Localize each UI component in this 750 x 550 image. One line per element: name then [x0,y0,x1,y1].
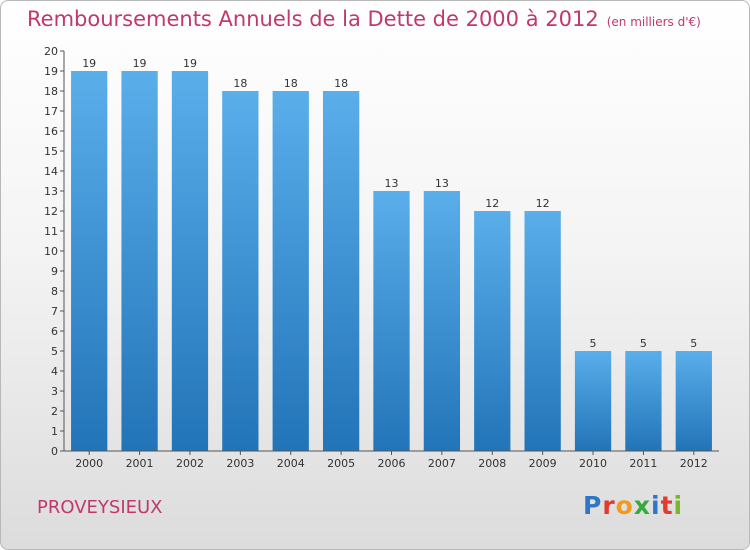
y-tick-label: 7 [51,305,58,318]
value-label: 12 [485,197,499,210]
chart-title: Remboursements Annuels de la Dette de 20… [27,7,701,31]
y-tick-label: 6 [51,325,58,338]
y-tick-label: 12 [44,205,58,218]
bars [71,71,712,451]
value-label: 13 [385,177,399,190]
value-label: 5 [640,337,647,350]
value-label: 19 [133,57,147,70]
y-tick-label: 10 [44,245,58,258]
bar [222,91,259,451]
proxiti-logo: Proxiti [583,491,683,520]
value-labels: 19 19 19 18 18 18 13 13 12 12 5 5 5 [82,57,697,350]
commune-name: PROVEYSIEUX [37,497,163,518]
value-label: 19 [82,57,96,70]
x-tick-label: 2009 [529,457,557,470]
value-label: 18 [284,77,298,90]
y-tick-label: 16 [44,125,58,138]
y-tick-label: 9 [51,265,58,278]
y-tick-label: 4 [51,365,58,378]
y-tick-label: 5 [51,345,58,358]
x-tick-label: 2006 [378,457,406,470]
value-label: 5 [690,337,697,350]
logo-letter: r [602,491,616,520]
title-unit: (en milliers d'€) [606,15,701,29]
y-tick-label: 2 [51,405,58,418]
value-label: 19 [183,57,197,70]
value-label: 18 [233,77,247,90]
x-tick-label: 2010 [579,457,607,470]
y-tick-label: 11 [44,225,58,238]
bar [423,191,461,451]
y-tick-label: 1 [51,425,58,438]
y-tick-label: 17 [44,105,58,118]
logo-letter: i [673,491,684,520]
bar [171,71,209,451]
y-tick-label: 15 [44,145,58,158]
title-main: Remboursements Annuels de la Dette de 20… [27,7,599,31]
bar [675,351,712,451]
bar [373,191,410,451]
x-tick-label: 2012 [680,457,708,470]
logo-letter: x [633,491,651,520]
x-tick-label: 2011 [629,457,657,470]
x-tick-label: 2004 [277,457,305,470]
y-tick-label: 3 [51,385,58,398]
x-axis-ticks: 2000 2001 2002 2003 2004 2005 2006 2007 2008 2009… [75,451,708,470]
bar [71,71,108,451]
value-label: 12 [536,197,550,210]
value-label: 18 [334,77,348,90]
bar [625,351,662,451]
x-tick-label: 2002 [176,457,204,470]
bar [272,91,309,451]
y-tick-label: 13 [44,185,58,198]
y-tick-label: 18 [44,85,58,98]
x-tick-label: 2007 [428,457,456,470]
y-tick-label: 14 [44,165,58,178]
logo-letter: o [615,491,634,520]
bar [474,211,511,451]
x-tick-label: 2001 [126,457,154,470]
y-tick-label: 19 [44,65,58,78]
x-tick-label: 2000 [75,457,103,470]
value-label: 5 [590,337,597,350]
logo-letter: P [583,491,603,520]
y-tick-label: 20 [44,45,58,58]
y-tick-label: 8 [51,285,58,298]
logo-letter: t [660,491,674,520]
x-tick-label: 2008 [478,457,506,470]
x-tick-label: 2003 [226,457,254,470]
y-tick-label: 0 [51,445,58,458]
bar [524,211,561,451]
bar [121,71,158,451]
logo-letter: i [651,491,661,520]
bar [574,351,612,451]
bar [322,91,360,451]
value-label: 13 [435,177,449,190]
x-tick-label: 2005 [327,457,355,470]
